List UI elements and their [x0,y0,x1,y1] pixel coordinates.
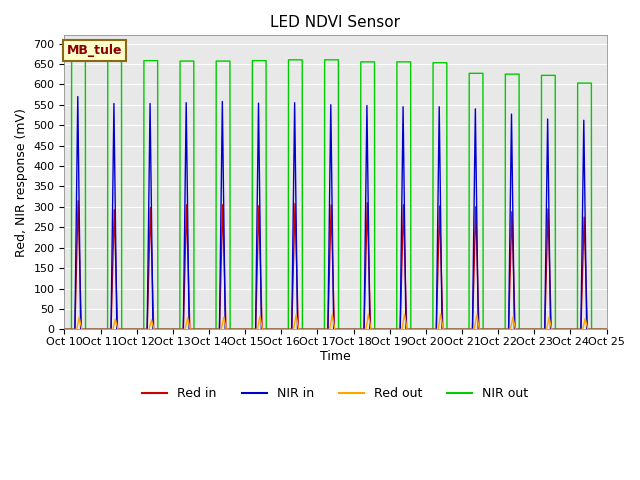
Y-axis label: Red, NIR response (mV): Red, NIR response (mV) [15,108,28,257]
Legend: Red in, NIR in, Red out, NIR out: Red in, NIR in, Red out, NIR out [138,383,534,406]
Title: LED NDVI Sensor: LED NDVI Sensor [271,15,401,30]
X-axis label: Time: Time [320,350,351,363]
Text: MB_tule: MB_tule [67,44,123,57]
